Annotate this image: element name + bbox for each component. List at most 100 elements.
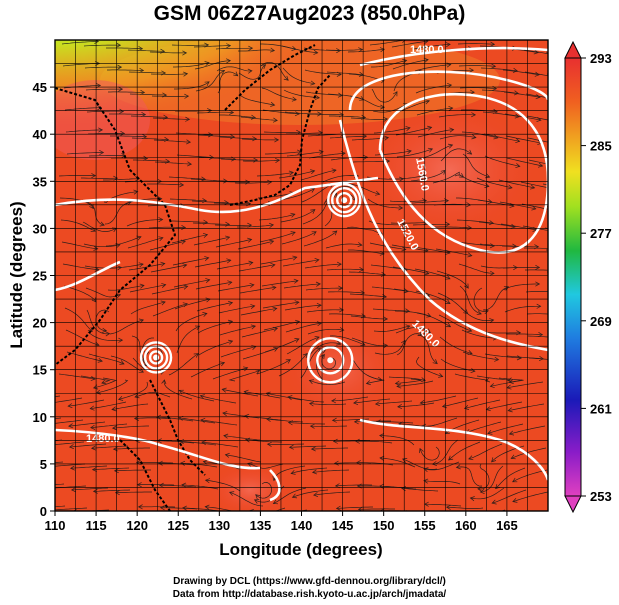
streamline: [487, 423, 524, 434]
streamline-arrow: [115, 243, 121, 249]
streamline-arrow: [365, 380, 371, 386]
streamline-arrow: [467, 327, 473, 333]
streamline-arrow: [179, 182, 185, 188]
streamline-arrow: [227, 300, 234, 306]
streamline-arrow: [115, 293, 122, 299]
streamline: [190, 178, 228, 182]
streamline-arrow: [253, 499, 260, 504]
streamline-arrow: [116, 42, 122, 48]
streamline: [436, 270, 469, 289]
streamline: [286, 151, 324, 157]
contour-1500-east: [359, 418, 548, 481]
credit-line-2: Data from http://database.rish.kyoto-u.a…: [172, 589, 447, 600]
streamline-arrow: [314, 94, 321, 100]
streamline: [134, 391, 171, 398]
streamline: [240, 308, 277, 316]
streamline-arrow: [46, 401, 50, 405]
colorbar-tick-label: 293: [590, 51, 612, 66]
streamline: [524, 71, 548, 77]
y-axis-title: Latitude (degrees): [7, 201, 26, 348]
streamline-arrow: [553, 208, 557, 212]
streamline: [157, 440, 195, 444]
streamline: [229, 491, 264, 507]
streamline-arrow: [224, 200, 230, 206]
streamline-arrow: [535, 94, 541, 100]
streamline: [525, 291, 548, 293]
streamline-arrow: [419, 447, 424, 454]
x-axis-ticks: 110 115 120 125 130 135 140 145 150 155 160 165: [45, 511, 518, 533]
streamline: [176, 325, 200, 354]
streamline: [526, 313, 548, 315]
x-tick-label: 150: [373, 518, 395, 533]
streamline: [435, 226, 472, 229]
streamline-arrow: [535, 281, 541, 287]
streamline: [367, 198, 403, 209]
streamline-arrow: [420, 173, 426, 179]
streamline-arrow: [514, 113, 520, 119]
streamline-arrow: [405, 126, 411, 132]
streamline-arrow: [320, 353, 325, 360]
streamline-arrow: [337, 92, 343, 98]
streamline: [197, 134, 235, 138]
streamline: [476, 177, 513, 189]
streamline: [129, 93, 167, 96]
streamline: [481, 89, 519, 94]
streamline-arrow: [405, 308, 411, 314]
colorbar-tick-label: 277: [590, 226, 612, 241]
streamline: [152, 303, 188, 317]
streamline: [61, 241, 98, 250]
streamline-arrow: [445, 322, 452, 328]
streamline: [301, 183, 334, 203]
streamline: [241, 327, 278, 338]
streamline: [344, 183, 380, 195]
streamline: [104, 201, 132, 225]
streamline-arrow: [138, 318, 144, 324]
streamline: [205, 506, 234, 511]
x-tick-label: 140: [291, 518, 313, 533]
streamline-arrow: [250, 304, 256, 309]
contour-1480-north: [359, 46, 548, 67]
colorbar-tick-label: 269: [590, 314, 612, 329]
chart-title: GSM 06Z27Aug2023 (850.0hPa): [153, 2, 466, 25]
streamline: [107, 285, 145, 291]
vortex-core: [327, 357, 334, 364]
streamline: [522, 225, 548, 231]
streamline: [328, 313, 366, 317]
streamline: [65, 329, 100, 346]
streamline: [63, 85, 101, 89]
streamline: [103, 178, 140, 181]
streamline-arrow: [288, 444, 294, 450]
streamline: [172, 257, 209, 266]
streamline-arrow: [202, 312, 208, 317]
streamline-arrow: [179, 439, 185, 444]
streamline-arrow: [202, 459, 208, 465]
streamline-arrow: [225, 221, 231, 227]
streamline: [64, 307, 93, 332]
streamline: [198, 340, 233, 356]
streamline: [105, 236, 142, 247]
streamline: [312, 469, 350, 473]
streamline-arrow: [111, 406, 117, 412]
streamline: [191, 200, 229, 204]
streamline-arrow: [419, 400, 425, 406]
streamline-arrow: [137, 504, 143, 510]
streamline: [64, 107, 102, 111]
streamline: [502, 267, 540, 269]
streamline: [349, 95, 385, 108]
streamline: [306, 309, 344, 313]
streamline: [220, 158, 258, 161]
streamline-arrow: [251, 345, 257, 350]
streamline-arrow: [510, 454, 516, 460]
x-tick-label: 120: [126, 518, 148, 533]
streamline: [256, 359, 291, 375]
streamline: [424, 503, 462, 507]
streamline: [482, 111, 520, 118]
streamline-arrow: [269, 47, 276, 53]
streamline-arrow: [403, 288, 409, 294]
streamline: [281, 45, 318, 54]
streamline: [503, 283, 540, 291]
streamline: [215, 239, 252, 248]
streamline: [174, 81, 210, 90]
streamline: [369, 40, 407, 46]
streamline-arrow: [317, 111, 323, 117]
